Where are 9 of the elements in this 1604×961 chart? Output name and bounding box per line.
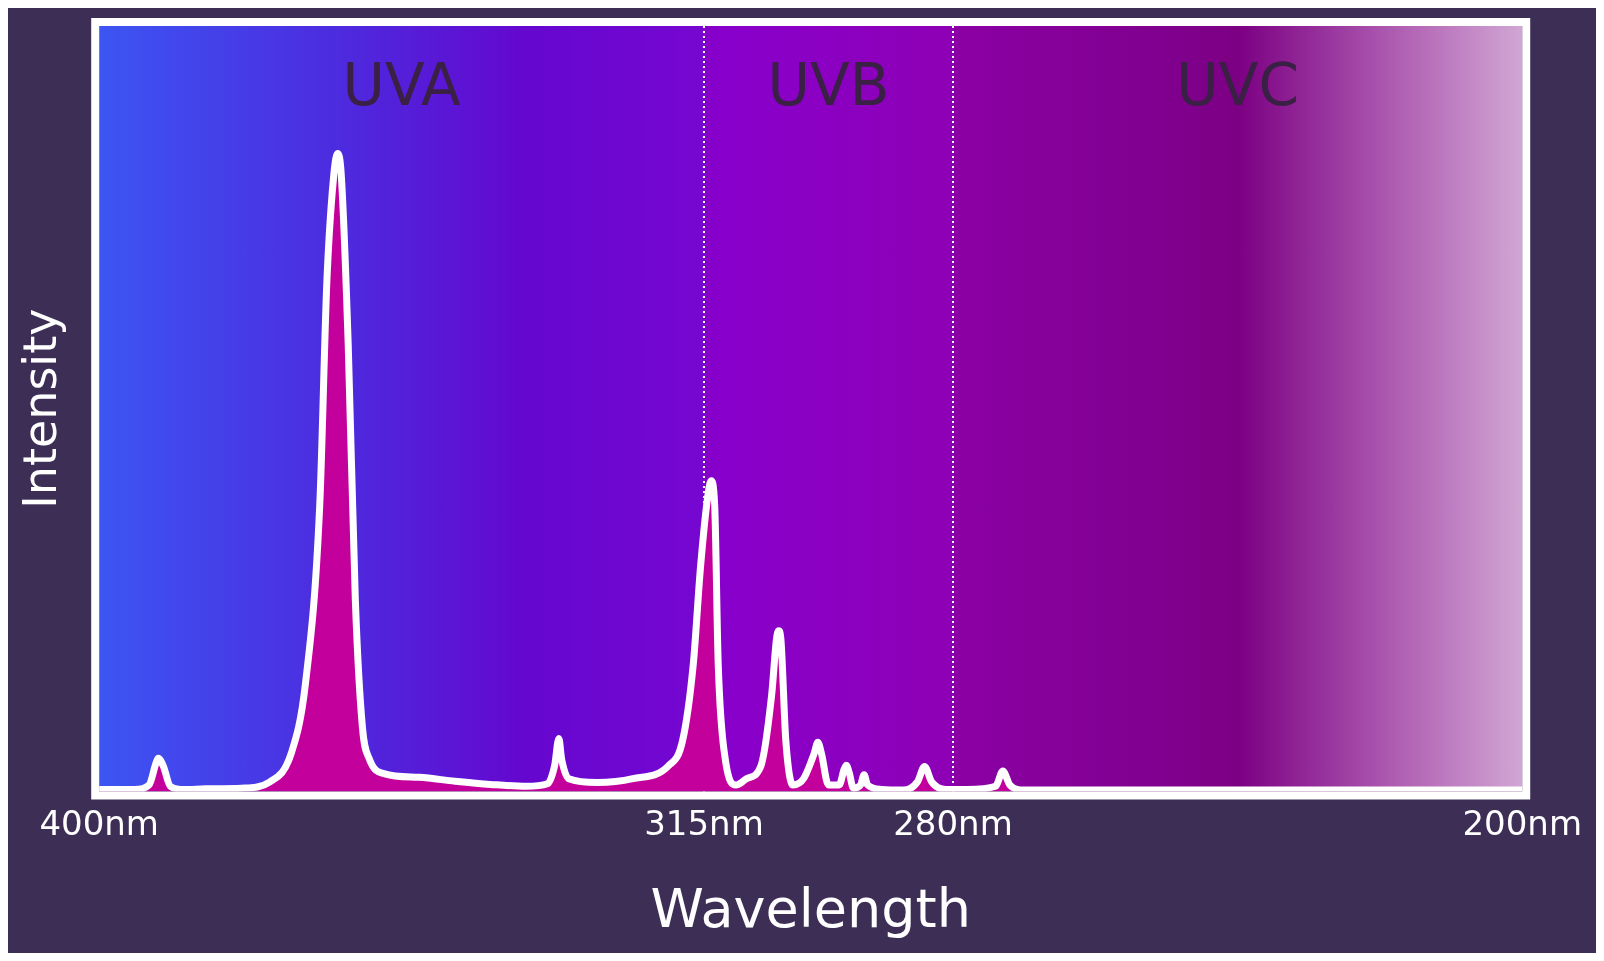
x-tick-label: 280nm bbox=[893, 802, 1013, 843]
x-tick-label: 400nm bbox=[39, 802, 159, 843]
x-axis-title: Wavelength bbox=[650, 876, 971, 940]
band-label: UVC bbox=[1176, 51, 1299, 120]
band-label: UVA bbox=[342, 51, 461, 120]
band-label: UVB bbox=[767, 51, 890, 120]
y-axis-title: Intensity bbox=[12, 308, 67, 509]
x-tick-label: 200nm bbox=[1462, 802, 1583, 843]
x-tick-label: 315nm bbox=[644, 802, 764, 843]
